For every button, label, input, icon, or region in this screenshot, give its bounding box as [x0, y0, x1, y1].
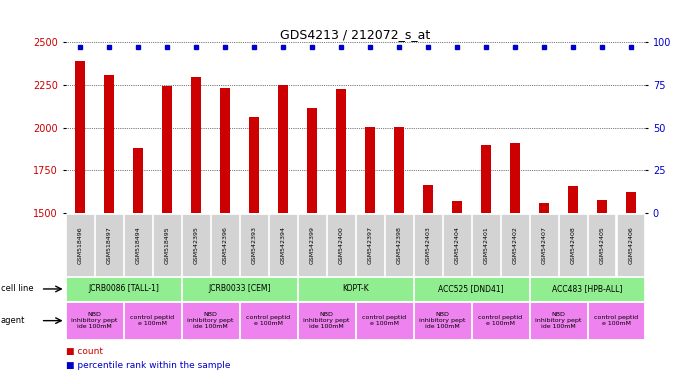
- Text: GSM542401: GSM542401: [483, 226, 489, 264]
- Text: ACC525 [DND41]: ACC525 [DND41]: [438, 285, 504, 293]
- Bar: [307, 108, 317, 213]
- Bar: [365, 127, 375, 213]
- Text: GSM542408: GSM542408: [570, 226, 575, 264]
- Bar: [220, 88, 230, 213]
- Bar: [104, 75, 114, 213]
- Text: GSM542405: GSM542405: [599, 226, 604, 264]
- Bar: [626, 192, 635, 213]
- Text: JCRB0086 [TALL-1]: JCRB0086 [TALL-1]: [88, 285, 159, 293]
- Text: ■ count: ■ count: [66, 347, 103, 356]
- Text: GSM542397: GSM542397: [367, 226, 373, 264]
- Text: ■ percentile rank within the sample: ■ percentile rank within the sample: [66, 361, 230, 370]
- Bar: [75, 61, 85, 213]
- Text: control peptid
e 100mM: control peptid e 100mM: [246, 315, 290, 326]
- Bar: [394, 127, 404, 213]
- Text: GSM542403: GSM542403: [425, 226, 431, 264]
- Text: control peptid
e 100mM: control peptid e 100mM: [594, 315, 638, 326]
- Text: GSM518495: GSM518495: [164, 226, 170, 263]
- Text: JCRB0033 [CEM]: JCRB0033 [CEM]: [208, 285, 270, 293]
- Text: GSM542404: GSM542404: [454, 226, 460, 264]
- Text: GSM542400: GSM542400: [338, 226, 344, 264]
- Text: GSM542396: GSM542396: [222, 226, 228, 264]
- Bar: [452, 201, 462, 213]
- Bar: [336, 89, 346, 213]
- Text: GSM542399: GSM542399: [309, 226, 315, 264]
- Text: GSM542398: GSM542398: [396, 226, 402, 264]
- Text: GSM542394: GSM542394: [280, 226, 286, 264]
- Text: control peptid
e 100mM: control peptid e 100mM: [478, 315, 522, 326]
- Title: GDS4213 / 212072_s_at: GDS4213 / 212072_s_at: [280, 28, 431, 41]
- Bar: [539, 203, 549, 213]
- Bar: [568, 186, 578, 213]
- Text: control peptid
e 100mM: control peptid e 100mM: [130, 315, 175, 326]
- Bar: [481, 145, 491, 213]
- Text: NBD
inhibitory pept
ide 100mM: NBD inhibitory pept ide 100mM: [71, 312, 118, 329]
- Text: control peptid
e 100mM: control peptid e 100mM: [362, 315, 406, 326]
- Text: NBD
inhibitory pept
ide 100mM: NBD inhibitory pept ide 100mM: [419, 312, 466, 329]
- Text: NBD
inhibitory pept
ide 100mM: NBD inhibitory pept ide 100mM: [187, 312, 234, 329]
- Text: GSM518497: GSM518497: [106, 226, 112, 264]
- Bar: [162, 86, 172, 213]
- Bar: [249, 117, 259, 213]
- Text: NBD
inhibitory pept
ide 100mM: NBD inhibitory pept ide 100mM: [303, 312, 350, 329]
- Text: GSM542407: GSM542407: [541, 226, 546, 264]
- Text: ACC483 [HPB-ALL]: ACC483 [HPB-ALL]: [552, 285, 622, 293]
- Text: GSM542395: GSM542395: [193, 226, 199, 264]
- Bar: [597, 200, 607, 213]
- Bar: [423, 185, 433, 213]
- Text: NBD
inhibitory pept
ide 100mM: NBD inhibitory pept ide 100mM: [535, 312, 582, 329]
- Text: GSM518494: GSM518494: [135, 226, 141, 264]
- Bar: [191, 77, 201, 213]
- Text: GSM518496: GSM518496: [77, 226, 83, 263]
- Text: GSM542393: GSM542393: [251, 226, 257, 264]
- Text: cell line: cell line: [1, 285, 33, 293]
- Bar: [133, 148, 143, 213]
- Text: GSM542406: GSM542406: [628, 226, 633, 264]
- Text: GSM542402: GSM542402: [512, 226, 518, 264]
- Text: KOPT-K: KOPT-K: [342, 285, 368, 293]
- Text: agent: agent: [1, 316, 25, 325]
- Bar: [510, 143, 520, 213]
- Bar: [278, 85, 288, 213]
